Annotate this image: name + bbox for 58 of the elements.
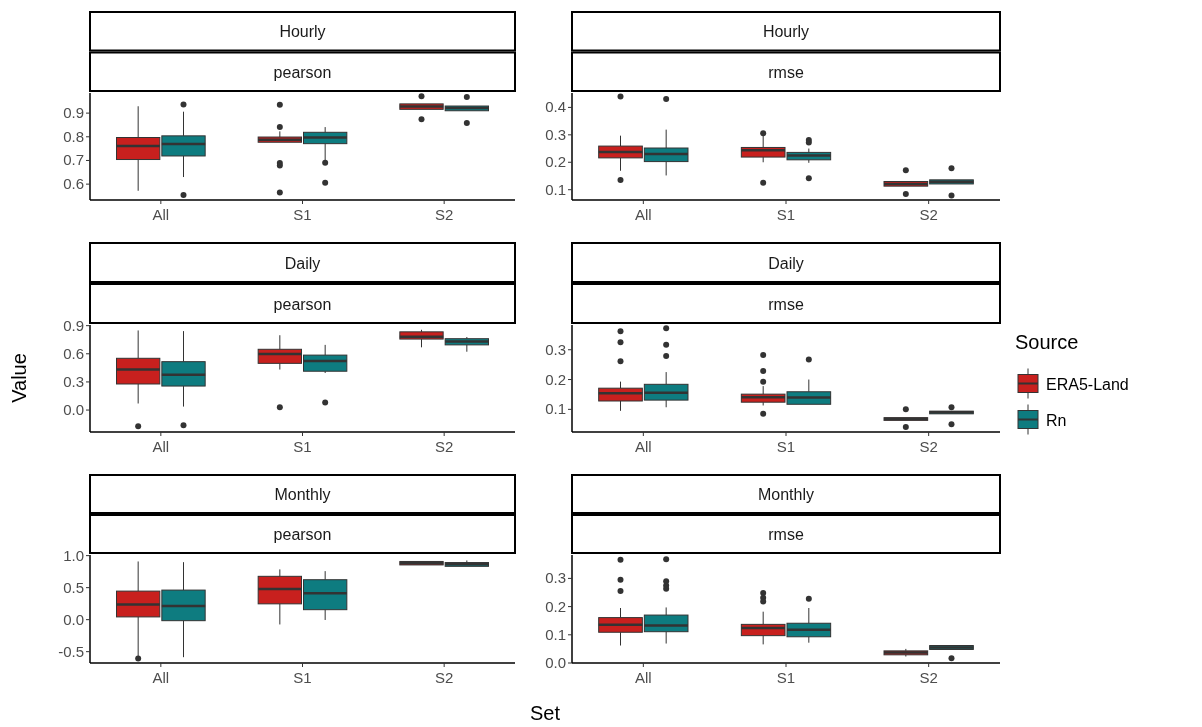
- legend-label: ERA5-Land: [1046, 375, 1129, 393]
- chart-title: Hourly: [762, 23, 810, 41]
- x-tick-label: S2: [434, 669, 454, 686]
- y-tick-label: 0.2: [545, 370, 566, 388]
- x-tick-label: S1: [293, 438, 312, 455]
- x-tick-label: All: [635, 206, 652, 223]
- x-tick-label: S2: [434, 438, 454, 455]
- x-axis-title: Set: [529, 702, 561, 724]
- chart-title: Daily: [284, 254, 321, 272]
- y-tick-label: 0.0: [63, 610, 84, 628]
- x-tick-label: S1: [776, 206, 796, 223]
- chart-subtitle: pearson: [273, 295, 332, 313]
- chart-subtitle: pearson: [273, 526, 332, 543]
- y-tick-label: 0.0: [545, 654, 566, 671]
- x-tick-label: S1: [293, 206, 312, 223]
- y-tick-label: 0.3: [63, 372, 84, 390]
- y-tick-label: 0.0: [63, 401, 84, 419]
- x-tick-label: All: [635, 438, 652, 455]
- chart-title: Monthly: [757, 486, 815, 503]
- chart-subtitle: rmse: [768, 295, 804, 313]
- y-tick-label: 0.1: [545, 400, 566, 418]
- y-tick-label: 0.6: [63, 175, 84, 193]
- chart-subtitle: pearson: [273, 63, 332, 81]
- y-tick-label: 0.2: [545, 153, 566, 171]
- y-tick-label: -0.5: [58, 642, 84, 660]
- y-tick-label: 0.1: [545, 180, 566, 198]
- x-tick-label: All: [635, 669, 652, 686]
- y-axis-title: Value: [8, 353, 30, 403]
- y-tick-label: 0.1: [545, 625, 566, 643]
- chart-title: Monthly: [274, 486, 331, 503]
- x-tick-label: S2: [434, 206, 454, 223]
- chart-subtitle: rmse: [768, 526, 804, 543]
- x-tick-label: All: [152, 438, 170, 455]
- y-tick-label: 0.3: [545, 340, 566, 358]
- x-tick-label: S1: [776, 438, 796, 455]
- y-tick-label: 0.3: [545, 125, 566, 143]
- y-tick-label: 0.3: [545, 569, 566, 587]
- y-tick-label: 1.0: [63, 546, 84, 564]
- legend-label: Rn: [1046, 411, 1067, 429]
- y-tick-label: 0.9: [63, 316, 84, 334]
- x-tick-label: S2: [919, 669, 938, 686]
- chart-subtitle: rmse: [768, 63, 804, 81]
- y-tick-label: 0.8: [63, 127, 84, 145]
- x-tick-label: S1: [776, 669, 796, 686]
- legend-title: Source: [1015, 330, 1079, 353]
- y-tick-label: 0.9: [63, 104, 84, 122]
- x-tick-label: S1: [293, 669, 312, 686]
- y-tick-label: 0.5: [63, 578, 84, 596]
- x-tick-label: S2: [919, 206, 938, 223]
- y-tick-label: 0.4: [545, 98, 566, 116]
- y-tick-label: 0.7: [63, 151, 84, 169]
- chart-title: Hourly: [279, 23, 326, 41]
- y-tick-label: 0.6: [63, 344, 84, 362]
- x-tick-label: All: [152, 206, 170, 223]
- x-tick-label: All: [152, 669, 170, 686]
- y-tick-label: 0.2: [545, 597, 566, 615]
- x-tick-label: S2: [919, 438, 938, 455]
- chart-title: Daily: [768, 254, 804, 272]
